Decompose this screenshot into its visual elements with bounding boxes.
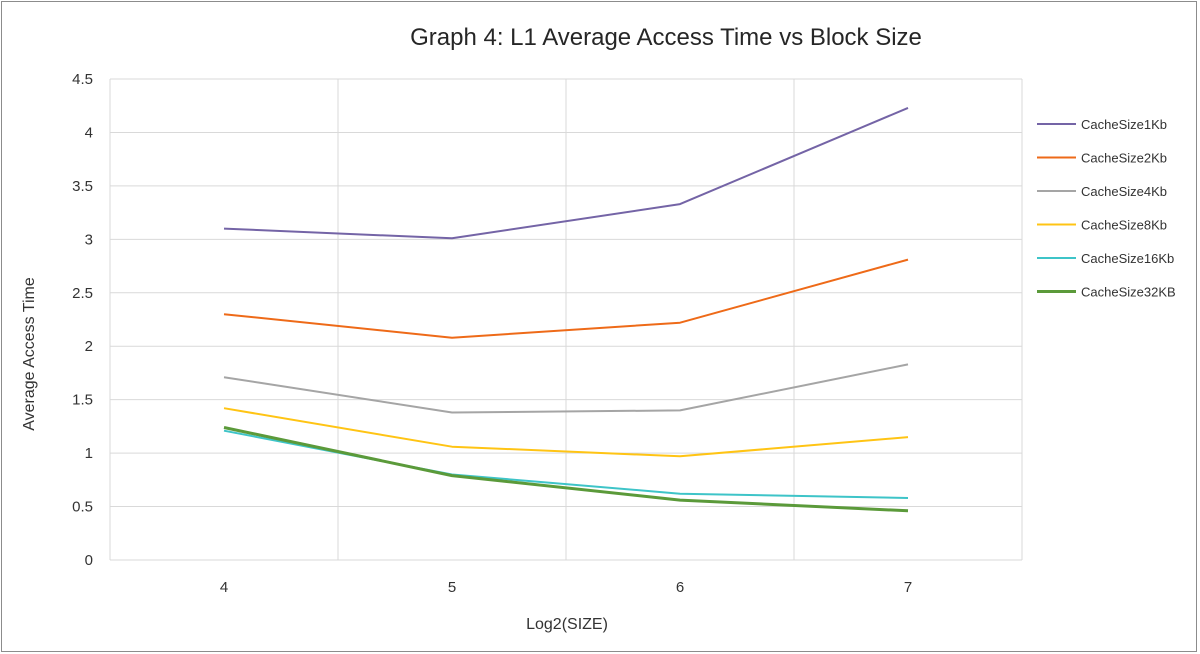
grid-lines	[109, 78, 1023, 561]
y-tick-label: 3	[85, 231, 93, 248]
y-tick-label: 0	[85, 552, 93, 569]
y-tick-label: 2.5	[72, 285, 93, 302]
legend-label: CacheSize16Kb	[1081, 251, 1174, 266]
y-tick-label: 3.5	[72, 178, 93, 195]
series-lines	[223, 106, 909, 513]
chart-title: Graph 4: L1 Average Access Time vs Block…	[410, 24, 922, 51]
legend-label: CacheSize4Kb	[1081, 184, 1167, 199]
legend: CacheSize1Kb CacheSize2Kb CacheSize4Kb Cach…	[1037, 117, 1176, 300]
y-axis-title: Average Access Time	[21, 277, 38, 431]
y-tick-labels: 0 0.5 1 1.5 2 2.5 3 3.5 4 4.5	[72, 71, 93, 569]
legend-label: CacheSize2Kb	[1081, 151, 1167, 166]
y-tick-label: 4.5	[72, 71, 93, 88]
x-tick-label: 6	[676, 579, 684, 596]
y-tick-label: 1	[85, 445, 93, 462]
x-tick-label: 4	[220, 579, 228, 596]
y-tick-label: 1.5	[72, 392, 93, 409]
x-axis-title: Log2(SIZE)	[526, 616, 608, 633]
y-tick-label: 2	[85, 338, 93, 355]
legend-label: CacheSize32KB	[1081, 285, 1176, 300]
series-line-cachesize4kb	[223, 363, 909, 414]
x-tick-label: 7	[904, 579, 912, 596]
series-line-cachesize2kb	[223, 258, 909, 339]
series-line-cachesize32kb	[223, 426, 909, 513]
x-tick-label: 5	[448, 579, 456, 596]
series-line-cachesize8kb	[223, 407, 909, 458]
series-line-cachesize1kb	[223, 106, 909, 240]
x-tick-labels: 4 5 6 7	[220, 579, 912, 596]
legend-label: CacheSize8Kb	[1081, 218, 1167, 233]
y-tick-label: 4	[85, 124, 93, 141]
y-tick-label: 0.5	[72, 499, 93, 516]
legend-label: CacheSize1Kb	[1081, 117, 1167, 132]
